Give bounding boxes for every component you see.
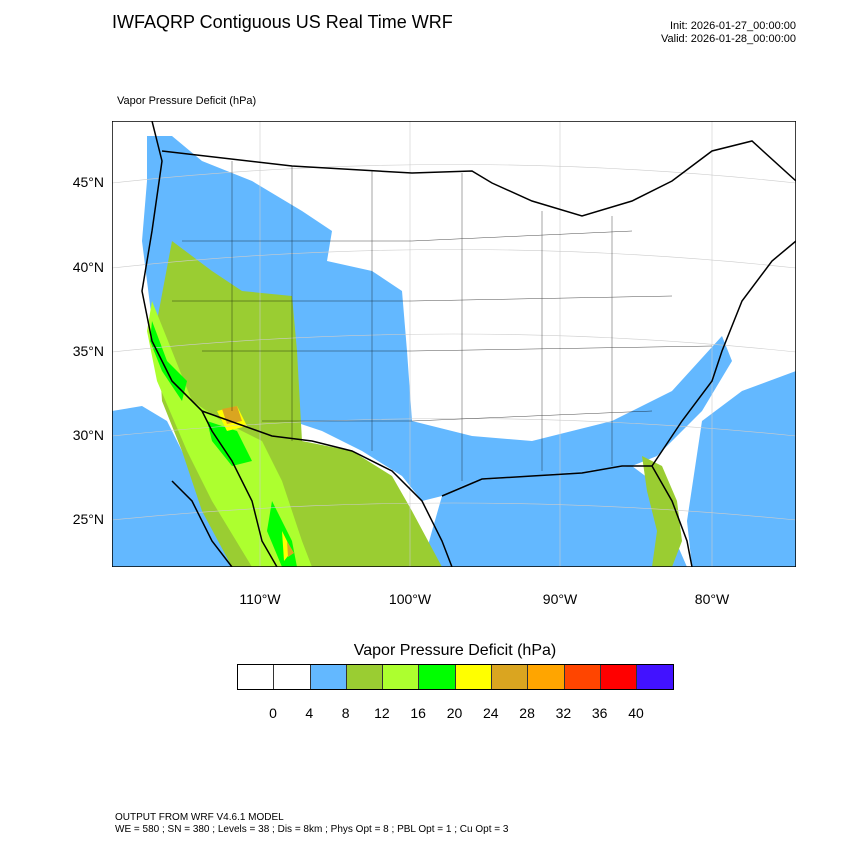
footer-model: OUTPUT FROM WRF V4.6.1 MODEL xyxy=(115,812,284,823)
land-vpd-20-24 xyxy=(217,406,292,561)
colorbar-label: 12 xyxy=(374,705,390,721)
lat-label: 25°N xyxy=(72,511,104,527)
colorbar-box xyxy=(492,665,529,689)
colorbar-label: 28 xyxy=(519,705,535,721)
lat-label: 45°N xyxy=(72,174,104,190)
coastlines-borders xyxy=(141,121,796,567)
colorbar-box xyxy=(637,665,673,689)
colorbar-label: 20 xyxy=(446,705,463,721)
colorbar-box xyxy=(564,665,601,689)
init-time: Init: 2026-01-27_00:00:00 xyxy=(670,20,796,32)
graticule xyxy=(112,121,796,567)
colorbar-box xyxy=(383,665,420,689)
lon-label: 100°W xyxy=(388,591,432,607)
colorbar-label: 24 xyxy=(483,705,499,721)
plot-title: IWFAQRP Contiguous US Real Time WRF xyxy=(112,12,453,32)
vpd-map xyxy=(112,121,796,567)
lat-label: 40°N xyxy=(72,259,104,275)
colorbar-label: 36 xyxy=(591,705,608,721)
colorbar xyxy=(237,664,674,690)
colorbar-label: 32 xyxy=(555,705,572,721)
field-label: Vapor Pressure Deficit (hPa) xyxy=(117,95,257,107)
lat-label: 30°N xyxy=(72,427,104,443)
colorbar-box xyxy=(238,665,275,689)
lon-label: 80°W xyxy=(694,591,730,607)
lon-label: 110°W xyxy=(239,591,281,607)
colorbar-box xyxy=(274,665,311,689)
colorbar-box xyxy=(528,665,565,689)
colorbar-box xyxy=(310,665,347,689)
florida-vpd-8-12 xyxy=(642,456,682,567)
colorbar-label: 40 xyxy=(628,705,644,721)
colorbar-box xyxy=(346,665,384,689)
footer-config: WE = 580 ; SN = 380 ; Levels = 38 ; Dis … xyxy=(115,824,509,835)
valid-time: Valid: 2026-01-28_00:00:00 xyxy=(661,33,796,45)
lat-label: 35°N xyxy=(72,343,104,359)
lon-label: 90°W xyxy=(542,591,578,607)
colorbar-label: 4 xyxy=(305,705,314,721)
colorbar-label: 16 xyxy=(410,705,426,721)
colorbar-box xyxy=(455,665,493,689)
land-vpd-16-20 xyxy=(150,321,297,567)
state-lines xyxy=(172,161,713,481)
colorbar-box xyxy=(419,665,456,689)
atlantic-vpd-4-8 xyxy=(687,371,796,567)
gulf-vpd-4-8 xyxy=(422,466,687,567)
colorbar-label: 8 xyxy=(341,705,350,721)
colorbar-box xyxy=(600,665,638,689)
colorbar-label: 0 xyxy=(269,705,277,721)
colorbar-title: Vapor Pressure Deficit (hPa) xyxy=(353,642,557,659)
